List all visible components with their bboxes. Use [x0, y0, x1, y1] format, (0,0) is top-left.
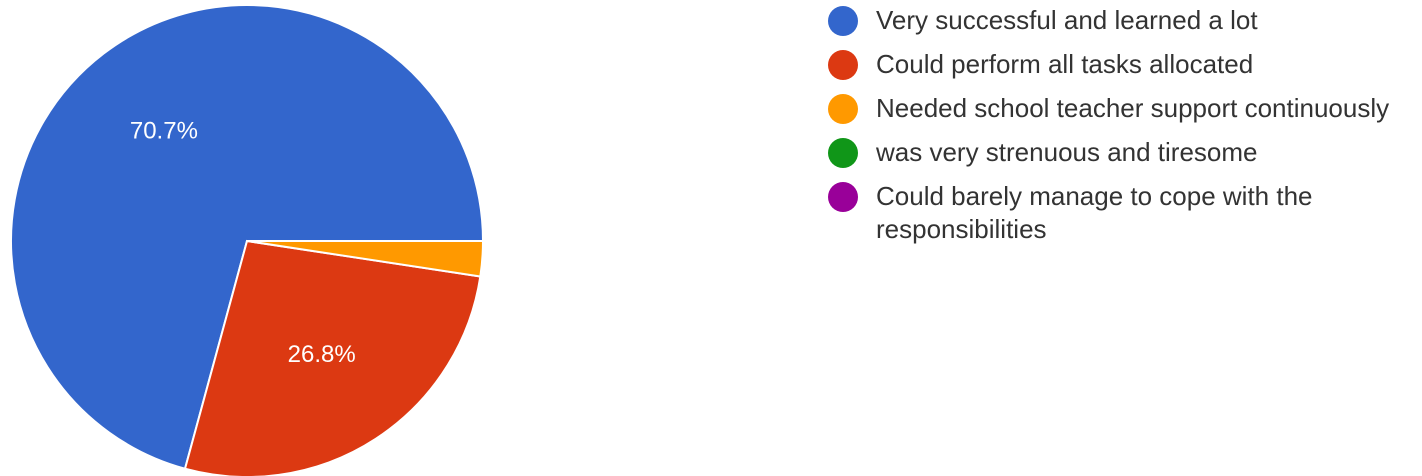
pie-slice-labels: 70.7% 26.8% [130, 118, 356, 369]
pie-slice-label-0: 70.7% [130, 118, 198, 145]
legend-item-very-strenuous[interactable]: was very strenuous and tiresome [828, 136, 1418, 169]
legend-label: was very strenuous and tiresome [876, 137, 1258, 167]
legend-label: Could barely manage to cope with the res… [876, 181, 1313, 244]
legend-swatch-icon [828, 94, 858, 124]
pie-chart: 70.7% 26.8% [10, 4, 485, 476]
pie-slice-0[interactable] [10, 4, 485, 470]
legend-swatch-icon [828, 50, 858, 80]
pie-slice-label-1: 26.8% [288, 341, 356, 368]
pie-slice-1[interactable] [183, 239, 482, 476]
legend-item-very-successful[interactable]: Very successful and learned a lot [828, 4, 1418, 37]
legend-item-needed-support[interactable]: Needed school teacher support continuous… [828, 92, 1418, 125]
pie-slice-2[interactable] [246, 240, 485, 278]
legend: Very successful and learned a lot Could … [828, 4, 1418, 257]
legend-swatch-icon [828, 138, 858, 168]
legend-swatch-icon [828, 6, 858, 36]
legend-swatch-icon [828, 182, 858, 212]
legend-label: Needed school teacher support continuous… [876, 93, 1390, 123]
legend-label: Very successful and learned a lot [876, 5, 1258, 35]
pie-slices [10, 4, 485, 476]
legend-item-barely-cope[interactable]: Could barely manage to cope with the res… [828, 180, 1418, 246]
legend-label: Could perform all tasks allocated [876, 49, 1254, 79]
legend-item-could-perform[interactable]: Could perform all tasks allocated [828, 48, 1418, 81]
